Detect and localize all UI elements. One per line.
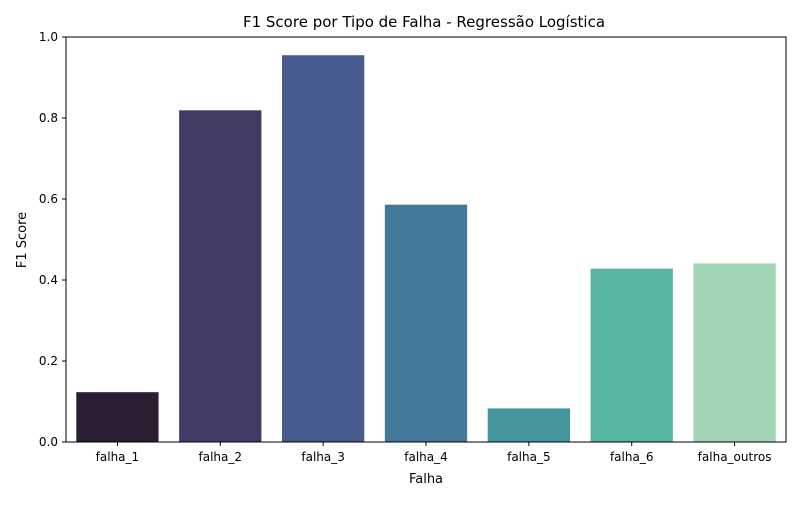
x-tick-label: falha_outros <box>698 450 772 464</box>
y-axis-ticks: 0.0 0.2 0.4 0.6 0.8 1.0 <box>39 30 66 449</box>
x-tick-label: falha_2 <box>199 450 243 464</box>
x-tick-label: falha_5 <box>507 450 551 464</box>
bar-falha_4 <box>384 204 468 442</box>
x-tick-label: falha_6 <box>610 450 654 464</box>
y-tick-label: 1.0 <box>39 30 58 44</box>
bar-falha_outros <box>693 263 776 442</box>
x-axis-ticks: falha_1 falha_2 falha_3 falha_4 falha_5 falha… <box>96 442 772 464</box>
y-axis-label: F1 Score <box>15 212 30 268</box>
y-tick-label: 0.2 <box>39 354 58 368</box>
bar-falha_3 <box>282 55 365 442</box>
y-tick-label: 0.8 <box>39 111 58 125</box>
plot-frame <box>65 36 787 443</box>
x-tick-label: falha_3 <box>301 450 345 464</box>
y-tick-label: 0.4 <box>39 273 58 287</box>
y-tick-label: 0.6 <box>39 192 58 206</box>
chart-title: F1 Score por Tipo de Falha - Regressão L… <box>243 13 605 31</box>
x-tick-label: falha_4 <box>404 450 448 464</box>
bar-falha_1 <box>76 392 159 442</box>
bars-group <box>76 55 776 443</box>
bar-falha_5 <box>487 408 570 442</box>
bar-falha_2 <box>179 110 262 443</box>
y-tick-label: 0.0 <box>39 435 58 449</box>
bar-falha_6 <box>590 268 673 442</box>
x-axis-label: Falha <box>409 472 443 487</box>
x-tick-label: falha_1 <box>96 450 140 464</box>
